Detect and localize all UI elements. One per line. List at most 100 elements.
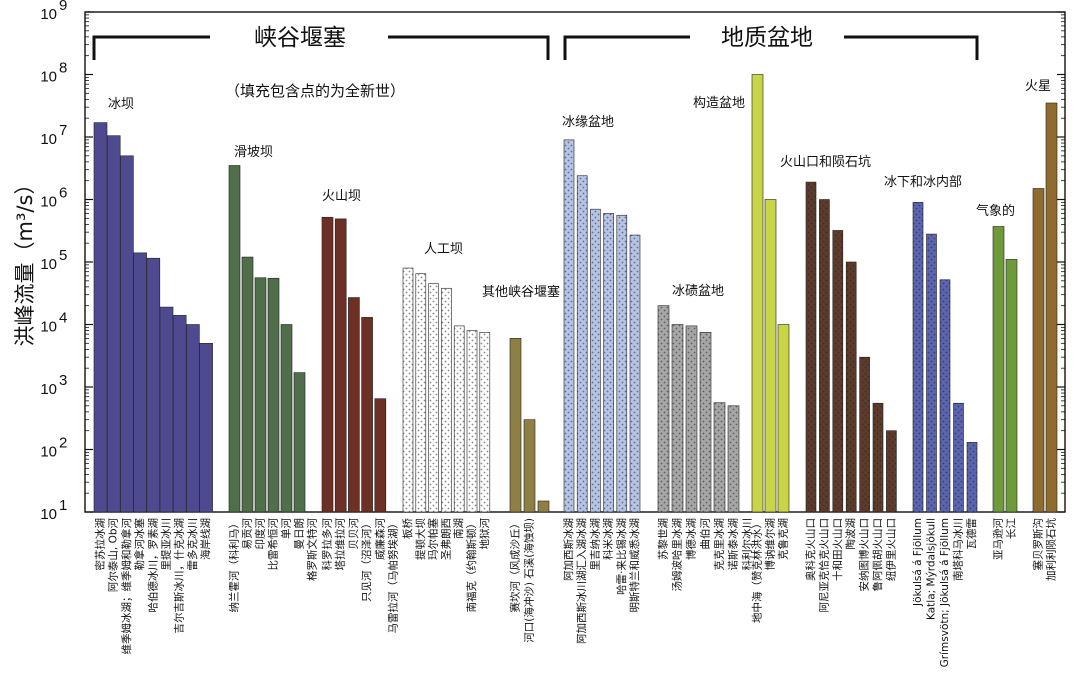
category-label: 哈雷·来比锡冰湖 [615, 518, 628, 595]
category-label: 十和田火山口 [831, 518, 844, 581]
bar [146, 257, 161, 513]
bar-group-3 [321, 216, 387, 513]
y-tick-exponent: 9 [59, 0, 67, 14]
bar [293, 372, 306, 513]
category-label: 地中海（赞克林洪水） [751, 518, 764, 623]
y-tick-exponent: 3 [59, 372, 67, 389]
category-label: 马雷拉河（马帕努埃湖） [387, 518, 400, 634]
category-label: 比雷希恒河 [267, 518, 280, 571]
bar-dots [616, 215, 627, 512]
group-label: 气象的 [976, 203, 1015, 219]
category-label: 科罗拉多河 [321, 518, 334, 571]
category-label: 维季姆冰湖；维季姆和勒拿河 [120, 518, 133, 655]
holocene-note: （填充包含点的为全新世） [225, 82, 405, 100]
bar-dots [577, 175, 588, 512]
group-label: 冰缘盆地 [562, 115, 614, 130]
category-label: 陶波湖 [844, 518, 857, 550]
bar-dots [873, 403, 883, 512]
bar-dots [714, 402, 725, 512]
bar-dots [967, 442, 977, 512]
y-tick-label: 10 [40, 319, 57, 336]
bar [992, 226, 1005, 513]
bar-group-2 [228, 165, 306, 513]
category-label: 雷多克冰川 [186, 518, 199, 571]
bar-group-8 [751, 74, 790, 513]
bar [241, 256, 254, 513]
category-label: 板桥 [401, 518, 414, 539]
y-tick-exponent: 8 [59, 60, 67, 77]
category-label: 汤姆波哈里冰湖 [671, 518, 684, 592]
group-label: 滑坡坝 [234, 145, 273, 160]
category-label: 只见河（沼泽河） [360, 518, 373, 602]
bar [751, 74, 764, 513]
bar [280, 324, 293, 513]
y-tick-label: 10 [40, 256, 57, 273]
bar-dots [564, 139, 574, 512]
bar [1045, 102, 1058, 513]
category-label: 纽伊里火山口 [884, 518, 897, 581]
bar-dots [403, 268, 413, 512]
header-basin-title: 地质盆地 [721, 25, 813, 51]
category-label: 纳兰霍河（科利马） [228, 518, 241, 613]
category-label: 南塔科马冰川 [952, 518, 965, 581]
bar [254, 277, 267, 513]
bar [199, 343, 213, 513]
category-label: 博德冰湖 [685, 518, 698, 560]
group-label: 冰下和冰内部 [884, 174, 962, 190]
bar-dots [886, 430, 897, 512]
category-label: 海岸线湖 [199, 518, 212, 560]
category-label: 阿尼亚克恰克火山口 [817, 518, 830, 613]
bar [186, 324, 200, 513]
bar-group-6 [563, 139, 641, 513]
y-tick-label: 10 [40, 194, 57, 211]
bar [348, 297, 360, 513]
group-label: 人工坝 [424, 242, 463, 257]
category-label: 克克里冰湖 [713, 518, 726, 571]
group-label: 火山口和陨石坑 [780, 155, 871, 170]
category-label: 科米冰湖 [602, 518, 615, 560]
category-label: 安纳图博火山口 [858, 518, 871, 592]
bar-dots [590, 209, 601, 512]
bar [764, 199, 777, 513]
bar-dots [700, 332, 711, 512]
y-tick-label: 10 [40, 506, 57, 523]
y-tick-label: 10 [40, 69, 57, 86]
bar-dots [806, 182, 816, 513]
bar [172, 315, 187, 513]
bar-dots [940, 279, 950, 512]
category-label: 易贡河 [242, 518, 254, 550]
category-label: 贝贝河 [348, 518, 360, 550]
bar [777, 324, 790, 513]
category-label: 印度河 [254, 518, 267, 550]
bar [120, 155, 134, 513]
category-label: 哈伯德冰川，罗素湖 [146, 518, 159, 613]
bar [523, 419, 536, 513]
bar-dots [630, 235, 640, 512]
bar-dots [926, 234, 937, 513]
bar [334, 218, 347, 513]
category-label: 科利尔冰川 [741, 518, 754, 571]
category-label: 威廉森河 [373, 518, 386, 560]
bar-dots [658, 305, 669, 512]
category-label: Katla; Mýrdalsjökull [926, 518, 938, 620]
group-label: 构造盆地 [693, 96, 745, 111]
category-label: 里吉纳冰湖 [588, 518, 601, 571]
bar [537, 500, 550, 513]
bar [1032, 188, 1045, 513]
group-label: 冰坝 [108, 97, 134, 112]
bar-dots [832, 230, 843, 512]
header-canyon: 峡谷堰塞 [92, 25, 550, 60]
bar [1005, 259, 1018, 513]
category-label: 圣弗朗西 [439, 518, 452, 560]
bar [267, 277, 280, 513]
category-label: 南湖 [452, 518, 465, 539]
bar-dots [953, 403, 964, 512]
category-label: 鲁阿佩胡火山口 [871, 518, 884, 592]
y-tick-exponent: 6 [59, 185, 67, 202]
bar [361, 317, 373, 513]
bar-dots [686, 325, 697, 512]
y-tick-exponent: 4 [59, 310, 67, 327]
y-tick-exponent: 1 [59, 497, 67, 514]
